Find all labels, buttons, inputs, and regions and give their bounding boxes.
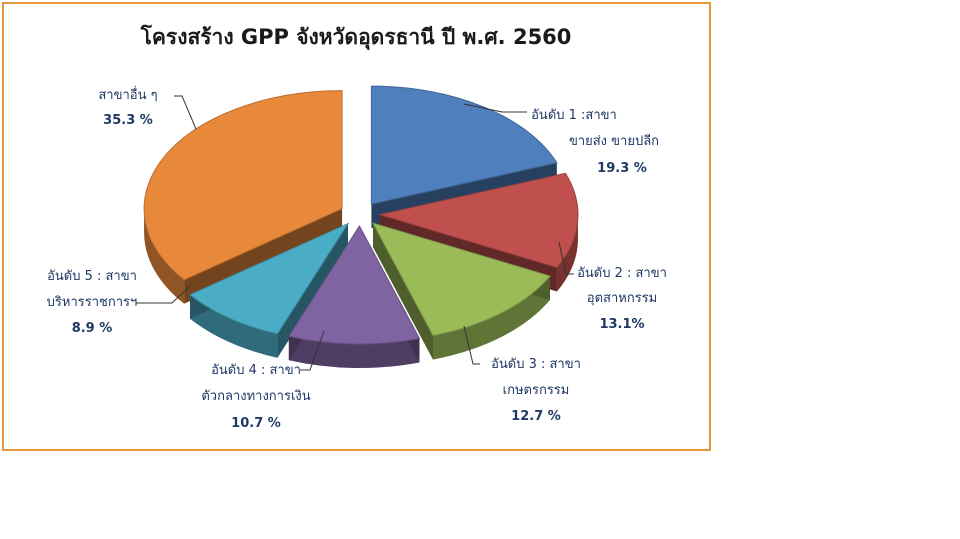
labels-layer: อันดับ 1 :สาขา ขายส่ง ขายปลีก 19.3 % อัน… [47, 86, 667, 431]
pie-slice-top-1 [370, 85, 558, 205]
leader-line-4 [300, 330, 325, 371]
leader-line-6 [174, 95, 197, 130]
chart-frame: โครงสร้าง GPP จังหวัดอุดรธานี ปี พ.ศ. 25… [2, 2, 711, 451]
slice-label-5-line2: บริหารราชการฯ [47, 295, 138, 310]
pie-slice-side-4 [288, 336, 420, 368]
slice-label-2-line1: อันดับ 2 : สาขา [577, 266, 667, 281]
slice-value-4: 10.7 % [231, 416, 281, 431]
chart-title: โครงสร้าง GPP จังหวัดอุดรธานี ปี พ.ศ. 25… [140, 24, 572, 51]
leader-line-1 [463, 103, 527, 113]
slice-label-4-line1: อันดับ 4 : สาขา [211, 363, 301, 378]
leader-line-3 [463, 325, 480, 365]
slice-label-6-line1: สาขาอื่น ๆ [98, 86, 157, 103]
pie-slice-4 [288, 225, 421, 368]
pie-slice-top-3 [371, 222, 551, 337]
pie-slice-top-4 [288, 225, 421, 345]
pie-slice-3 [371, 222, 551, 360]
slice-value-3: 12.7 % [511, 409, 561, 424]
slice-value-5: 8.9 % [72, 321, 113, 336]
slice-label-4-line2: ตัวกลางทางการเงิน [201, 389, 310, 404]
pie-slice-5 [189, 222, 350, 358]
pie-slice-top-6 [143, 90, 343, 281]
pie-chart: โครงสร้าง GPP จังหวัดอุดรธานี ปี พ.ศ. 25… [47, 24, 667, 431]
slice-label-2-line2: อุตสาหกรรม [587, 291, 657, 306]
slice-label-5-line1: อันดับ 5 : สาขา [47, 269, 137, 284]
slice-value-2: 13.1% [599, 317, 644, 332]
pie-slice-wall-5-0 [277, 223, 348, 358]
slice-label-1-line1: อันดับ 1 :สาขา [531, 108, 617, 123]
pie-slice-top-2 [377, 172, 579, 269]
slice-label-3-line1: อันดับ 3 : สาขา [491, 357, 581, 372]
slice-label-3-line2: เกษตรกรรม [503, 383, 570, 398]
leader-line-5 [136, 285, 191, 304]
slice-label-1-line2: ขายส่ง ขายปลีก [569, 133, 659, 149]
slice-value-6: 35.3 % [103, 113, 153, 128]
pie-slice-side-5 [190, 294, 278, 358]
slice-value-1: 19.3 % [597, 161, 647, 176]
pie-slice-top-5 [189, 222, 350, 335]
leader-line-2 [558, 241, 574, 275]
pie-slice-side-6 [144, 208, 185, 304]
slices-layer [143, 85, 579, 368]
pie-slice-wall-3-1 [372, 223, 433, 360]
